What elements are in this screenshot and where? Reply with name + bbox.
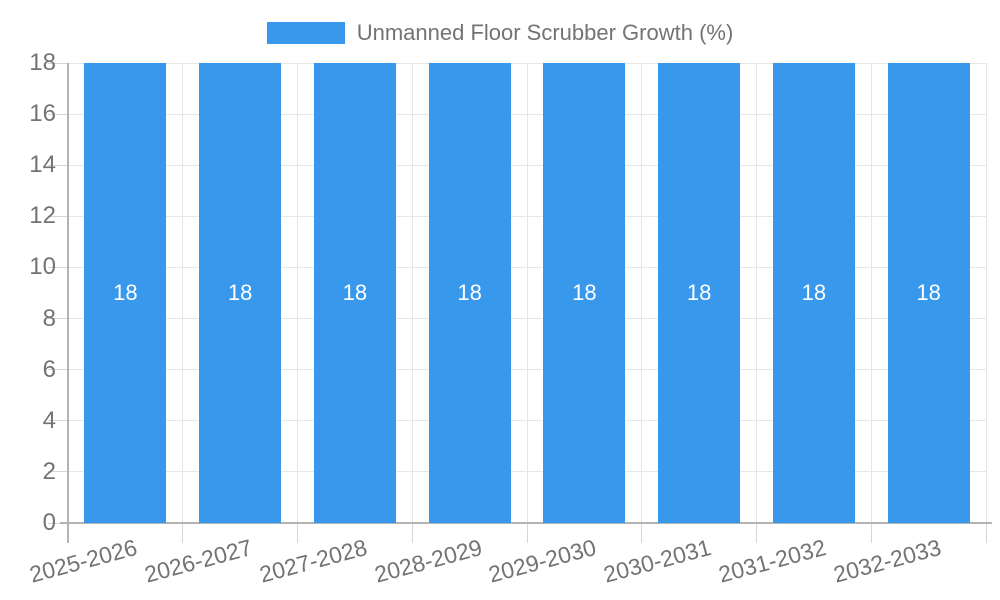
bar-2025-2026[interactable]: 18 — [84, 63, 167, 523]
bar-value-label: 18 — [227, 280, 253, 305]
y-tick-mark — [48, 164, 68, 166]
gridline-vertical — [870, 63, 872, 523]
y-axis-tick-label: 6 — [42, 355, 56, 383]
y-axis-tick-label: 14 — [29, 151, 56, 179]
bar-value-label: 18 — [457, 280, 482, 305]
y-tick-mark — [48, 471, 68, 473]
bar-value-label: 18 — [686, 280, 712, 305]
bar-2032-2033[interactable]: 18 — [887, 63, 970, 523]
y-axis-tick-label: 0 — [42, 509, 56, 536]
legend-swatch — [266, 22, 345, 44]
y-tick-mark — [48, 266, 68, 268]
gridline-vertical — [526, 63, 528, 523]
legend[interactable]: Unmanned Floor Scrubber Growth (%) — [0, 18, 1000, 48]
y-tick-mark — [48, 369, 68, 371]
y-axis-tick-label: 18 — [29, 49, 56, 76]
bar-value-label: 18 — [342, 280, 368, 305]
bar-2027-2028[interactable]: 18 — [313, 63, 396, 523]
legend-label: Unmanned Floor Scrubber Growth (%) — [356, 20, 734, 45]
x-tick-mark — [182, 523, 184, 543]
gridline-vertical — [641, 63, 643, 523]
y-axis-tick-label: 10 — [29, 253, 56, 281]
gridline-vertical — [985, 63, 987, 523]
y-axis-tick-label: 8 — [42, 304, 56, 332]
bar-2026-2027[interactable]: 18 — [199, 63, 282, 523]
y-tick-mark — [48, 215, 68, 217]
x-tick-mark — [870, 523, 872, 543]
gridline-vertical — [297, 63, 298, 523]
x-tick-mark — [297, 523, 298, 543]
y-axis-line — [67, 63, 69, 543]
bar-value-label: 18 — [916, 280, 941, 305]
x-tick-mark — [641, 523, 643, 543]
gridline-vertical — [756, 63, 757, 523]
y-tick-mark — [48, 318, 68, 320]
x-axis-line — [60, 522, 992, 524]
y-tick-mark — [48, 522, 68, 524]
y-axis-tick-label: 2 — [42, 457, 56, 485]
x-tick-mark — [526, 523, 528, 543]
y-tick-mark — [48, 62, 68, 64]
y-axis-tick-label: 16 — [29, 100, 56, 128]
bar-value-label: 18 — [113, 280, 138, 305]
bar-value-label: 18 — [801, 280, 827, 305]
bar-2029-2030[interactable]: 18 — [543, 63, 626, 523]
bar-value-label: 18 — [572, 280, 597, 305]
bar-2030-2031[interactable]: 18 — [658, 63, 741, 523]
gridline-vertical — [182, 63, 184, 523]
y-tick-mark — [48, 113, 68, 115]
x-tick-mark — [411, 523, 413, 543]
gridline-vertical — [411, 63, 413, 523]
y-axis-tick-label: 4 — [42, 406, 56, 434]
x-tick-mark — [985, 523, 987, 543]
y-tick-mark — [48, 420, 68, 422]
y-axis-tick-label: 12 — [29, 202, 56, 230]
bar-2028-2029[interactable]: 18 — [428, 63, 511, 523]
x-tick-mark — [756, 523, 757, 543]
bar-2031-2032[interactable]: 18 — [772, 63, 855, 523]
